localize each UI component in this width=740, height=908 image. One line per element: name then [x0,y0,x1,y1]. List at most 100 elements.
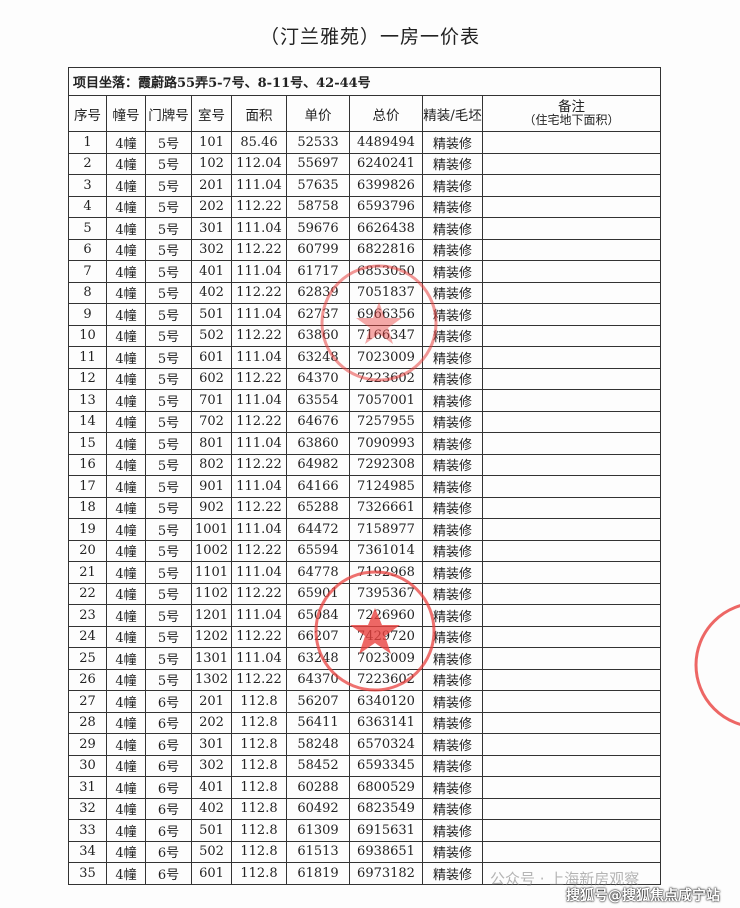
table-row: 21 4幢 5号 1101 111.04 64778 7192968 精装修 [68,561,662,584]
header-cell: 门牌号 [145,95,192,132]
cell-decoration: 精装修 [422,174,483,197]
cell-unit-price: 58452 [286,754,350,777]
cell-room-no: 502 [191,324,232,347]
cell-door-no: 6号 [145,819,192,842]
cell-total-price: 6340120 [349,690,423,713]
cell-total-price: 7226960 [349,604,423,627]
cell-total-price: 7166347 [349,324,423,347]
cell-area: 111.04 [231,389,287,412]
table-row: 1 4幢 5号 101 85.46 52533 4489494 精装修 [68,131,662,154]
cell-unit-price: 61819 [286,862,350,885]
cell-serial-no: 3 [68,174,107,197]
cell-unit-price: 58248 [286,733,350,756]
cell-door-no: 5号 [145,453,192,476]
cell-area: 112.8 [231,690,287,713]
cell-area: 112.22 [231,625,287,648]
cell-building-no: 4幢 [106,840,146,863]
cell-area: 112.22 [231,324,287,347]
cell-total-price: 7326661 [349,496,423,519]
table-row: 27 4幢 6号 201 112.8 56207 6340120 精装修 [68,690,662,713]
cell-unit-price: 64370 [286,668,350,691]
cell-door-no: 5号 [145,389,192,412]
cell-decoration: 精装修 [422,496,483,519]
cell-area: 111.04 [231,647,287,670]
cell-note [481,281,662,304]
cell-serial-no: 15 [68,432,107,455]
page-title: （汀兰雅苑）一房一价表 [259,26,480,48]
cell-door-no: 5号 [145,518,192,541]
cell-serial-no: 26 [68,668,107,691]
cell-unit-price: 58758 [286,195,350,218]
table-row: 9 4幢 5号 501 111.04 62737 6966356 精装修 [68,303,662,326]
cell-serial-no: 8 [68,281,107,304]
cell-door-no: 5号 [145,195,192,218]
cell-door-no: 6号 [145,840,192,863]
cell-area: 111.04 [231,475,287,498]
cell-building-no: 4幢 [106,260,146,283]
cell-serial-no: 19 [68,518,107,541]
cell-note [481,324,662,347]
cell-total-price: 7429720 [349,625,423,648]
cell-unit-price: 56207 [286,690,350,713]
cell-total-price: 7124985 [349,475,423,498]
cell-decoration: 精装修 [422,668,483,691]
table-row: 4 4幢 5号 202 112.22 58758 6593796 精装修 [68,195,662,218]
cell-total-price: 7257955 [349,410,423,433]
cell-serial-no: 18 [68,496,107,519]
cell-door-no: 5号 [145,647,192,670]
cell-area: 112.22 [231,195,287,218]
cell-building-no: 4幢 [106,561,146,584]
cell-decoration: 精装修 [422,453,483,476]
cell-serial-no: 12 [68,367,107,390]
project-location: 项目坐落：霞蔚路55弄5-7号、8-11号、42-44号 [67,67,662,96]
cell-room-no: 502 [191,840,232,863]
cell-total-price: 7023009 [349,647,423,670]
cell-door-no: 5号 [145,496,192,519]
cell-door-no: 5号 [145,367,192,390]
cell-room-no: 301 [191,733,232,756]
cell-decoration: 精装修 [422,152,483,175]
cell-unit-price: 63554 [286,389,350,412]
cell-decoration: 精装修 [422,281,483,304]
cell-note [481,496,662,519]
cell-door-no: 5号 [145,539,192,562]
cell-area: 111.04 [231,561,287,584]
cell-area: 111.04 [231,174,287,197]
cell-note [481,152,662,175]
cell-building-no: 4幢 [106,453,146,476]
cell-decoration: 精装修 [422,518,483,541]
table-row: 5 4幢 5号 301 111.04 59676 6626438 精装修 [68,217,662,240]
table-row: 13 4幢 5号 701 111.04 63554 7057001 精装修 [68,389,662,412]
cell-note [481,862,662,885]
cell-decoration: 精装修 [422,604,483,627]
table-row: 11 4幢 5号 601 111.04 63248 7023009 精装修 [68,346,662,369]
cell-room-no: 1202 [191,625,232,648]
table-row: 29 4幢 6号 301 112.8 58248 6570324 精装修 [68,733,662,756]
cell-note [481,539,662,562]
cell-door-no: 5号 [145,152,192,175]
cell-decoration: 精装修 [422,539,483,562]
cell-unit-price: 62839 [286,281,350,304]
cell-room-no: 501 [191,303,232,326]
cell-room-no: 201 [191,690,232,713]
cell-serial-no: 30 [68,754,107,777]
cell-note [481,647,662,670]
cell-serial-no: 23 [68,604,107,627]
cell-door-no: 5号 [145,625,192,648]
cell-decoration: 精装修 [422,217,483,240]
cell-area: 112.22 [231,453,287,476]
cell-area: 112.22 [231,281,287,304]
header-cell: 室号 [191,95,232,132]
cell-unit-price: 61309 [286,819,350,842]
cell-room-no: 201 [191,174,232,197]
cell-note [481,776,662,799]
sohu-watermark: 搜狐号@搜狐焦点咸宁站 [566,888,720,904]
cell-unit-price: 65594 [286,539,350,562]
cell-building-no: 4幢 [106,217,146,240]
cell-serial-no: 17 [68,475,107,498]
cell-room-no: 401 [191,260,232,283]
cell-note [481,797,662,820]
cell-unit-price: 63860 [286,324,350,347]
cell-building-no: 4幢 [106,518,146,541]
